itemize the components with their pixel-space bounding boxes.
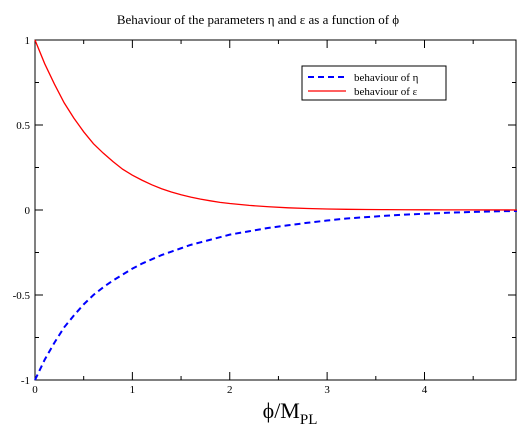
x-tick-label: 2 bbox=[227, 384, 233, 396]
x-axis-label-main: ϕ/M bbox=[263, 398, 300, 423]
x-axis-label-subscript: PL bbox=[300, 412, 318, 428]
y-tick-label: 0.5 bbox=[16, 120, 30, 132]
epsilon-curve bbox=[34, 39, 517, 211]
x-axis-label: ϕ/MPL bbox=[263, 398, 318, 428]
legend: behaviour of η behaviour of ε bbox=[301, 65, 447, 101]
x-tick-label: 3 bbox=[324, 384, 330, 396]
legend-box bbox=[301, 65, 447, 101]
x-tick-label: 1 bbox=[130, 384, 136, 396]
chart-title: Behaviour of the parameters η and ε as a… bbox=[117, 12, 399, 27]
eta-curve bbox=[34, 210, 517, 381]
x-tick-label: 4 bbox=[422, 384, 428, 396]
legend-label-epsilon: behaviour of ε bbox=[354, 86, 418, 98]
y-tick-label: 1 bbox=[25, 35, 31, 47]
data-series bbox=[34, 39, 517, 381]
axis-ticks: 0 1 2 3 4 -1 -0.5 0 0.5 1 bbox=[13, 35, 516, 396]
x-tick-label: 0 bbox=[32, 384, 38, 396]
y-tick-label: -1 bbox=[21, 375, 30, 387]
legend-label-eta: behaviour of η bbox=[354, 72, 419, 84]
y-tick-label: -0.5 bbox=[13, 290, 31, 302]
y-tick-label: 0 bbox=[25, 205, 31, 217]
